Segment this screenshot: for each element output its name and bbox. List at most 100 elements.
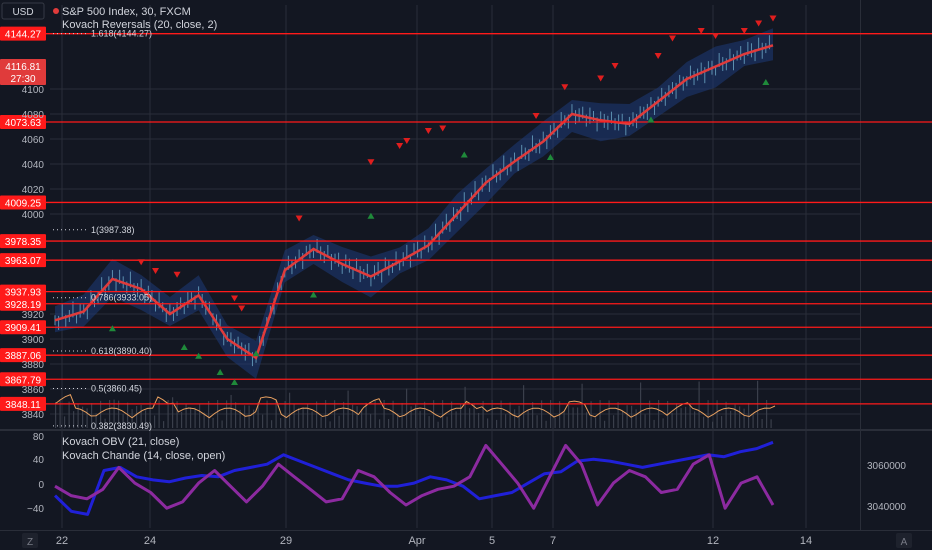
volume-bar bbox=[154, 415, 156, 428]
buy-signal-triangle bbox=[460, 151, 468, 158]
volume-bar bbox=[712, 421, 714, 428]
volume-bar bbox=[311, 411, 313, 428]
volume-bar bbox=[662, 418, 664, 428]
y-tick-label: 4100 bbox=[22, 85, 45, 96]
volume-bar bbox=[199, 403, 201, 428]
volume-bar bbox=[487, 418, 489, 428]
currency-label: USD bbox=[12, 7, 33, 18]
x-tick-label: Apr bbox=[408, 535, 425, 547]
auto-scale-button[interactable] bbox=[896, 533, 912, 548]
volume-bar bbox=[685, 406, 687, 428]
volume-bar bbox=[383, 400, 385, 428]
x-tick-label: 29 bbox=[280, 535, 292, 547]
volume-bar bbox=[770, 419, 772, 428]
volume-bar bbox=[262, 414, 264, 428]
volume-bar bbox=[410, 406, 412, 428]
buy-signal-triangle bbox=[108, 325, 116, 332]
volume-bar bbox=[698, 381, 700, 428]
level-label-box bbox=[0, 253, 46, 268]
volume-bar bbox=[127, 402, 129, 428]
lower-right-tick-label: 3040000 bbox=[867, 502, 906, 513]
level-label: 3937.93 bbox=[5, 288, 42, 299]
volume-bar bbox=[397, 413, 399, 428]
y-tick-label: 3860 bbox=[22, 385, 45, 396]
time-axis-separator bbox=[0, 530, 932, 531]
symbol-title: S&P 500 Index, 30, FXCM bbox=[62, 6, 191, 18]
obv-title: Kovach OBV (21, close) bbox=[62, 436, 179, 448]
volume-bar bbox=[293, 403, 295, 428]
level-label-box bbox=[0, 284, 46, 299]
volume-bar bbox=[716, 400, 718, 428]
x-tick-label: 7 bbox=[550, 535, 556, 547]
volume-bar bbox=[298, 407, 300, 428]
volume-bar bbox=[86, 408, 88, 428]
buy-signal-triangle bbox=[195, 352, 203, 359]
level-label-box bbox=[0, 320, 46, 335]
volume-bar bbox=[194, 407, 196, 428]
volume-bar bbox=[496, 419, 498, 428]
volume-bar bbox=[77, 404, 79, 428]
sell-signal-triangle bbox=[403, 138, 411, 144]
lower-y-tick-label: −40 bbox=[27, 504, 44, 515]
volume-bar bbox=[514, 409, 516, 428]
buy-signal-triangle bbox=[180, 344, 188, 350]
sell-signal-triangle bbox=[424, 128, 432, 134]
volume-bar bbox=[419, 410, 421, 428]
volume-bar bbox=[608, 400, 610, 428]
volume-bar bbox=[599, 400, 601, 428]
volume-bar bbox=[595, 417, 597, 428]
volume-bar bbox=[379, 419, 381, 428]
pane-separator bbox=[0, 429, 932, 431]
fib-label: 1(3987.38) bbox=[91, 225, 135, 235]
volume-bar bbox=[577, 407, 579, 428]
level-label-box bbox=[0, 348, 46, 363]
x-tick-label: 12 bbox=[707, 535, 719, 547]
sell-signal-triangle bbox=[755, 20, 763, 27]
volume-bar bbox=[253, 409, 255, 428]
volume-bar bbox=[212, 417, 214, 428]
volume-bar bbox=[518, 405, 520, 428]
volume-bar bbox=[257, 402, 259, 428]
sell-signal-triangle bbox=[152, 268, 160, 274]
volume-bar bbox=[761, 419, 763, 428]
volume-bar bbox=[613, 415, 615, 428]
volume-bar bbox=[280, 418, 282, 428]
volume-bar bbox=[307, 404, 309, 428]
volume-bar bbox=[604, 420, 606, 428]
volume-bar bbox=[131, 409, 133, 428]
level-label-box bbox=[0, 234, 46, 249]
reversal-band bbox=[55, 28, 773, 379]
level-label: 3867.79 bbox=[5, 375, 42, 386]
volume-bar bbox=[473, 403, 475, 428]
volume-bar bbox=[406, 388, 408, 428]
volume-bar bbox=[766, 400, 768, 428]
volume-bar bbox=[388, 419, 390, 428]
buy-signal-triangle bbox=[647, 116, 655, 123]
volume-bar bbox=[721, 416, 723, 428]
volume-bar bbox=[275, 400, 277, 428]
y-tick-label: 4020 bbox=[22, 185, 45, 196]
level-label: 4009.25 bbox=[5, 198, 42, 209]
volume-bar bbox=[536, 415, 538, 428]
volume-bar bbox=[739, 406, 741, 428]
volume-bar bbox=[221, 420, 223, 428]
volume-bar bbox=[140, 404, 142, 428]
volume-bar bbox=[392, 400, 394, 428]
volume-bar bbox=[365, 402, 367, 428]
level-label-box bbox=[0, 195, 46, 210]
volume-bar bbox=[658, 400, 660, 428]
volume-bar bbox=[185, 403, 187, 428]
volume-bar bbox=[217, 400, 219, 428]
volume-bar bbox=[284, 401, 286, 428]
y-tick-label: 4000 bbox=[22, 210, 45, 221]
zoom-button[interactable] bbox=[22, 533, 38, 548]
volume-bar bbox=[752, 413, 754, 428]
volume-bar bbox=[572, 407, 574, 428]
buy-signal-triangle bbox=[762, 79, 770, 85]
volume-bar bbox=[347, 390, 349, 428]
indicator-title: Kovach Reversals (20, close, 2) bbox=[62, 19, 217, 31]
chande-title: Kovach Chande (14, close, open) bbox=[62, 450, 225, 462]
x-tick-label: 5 bbox=[489, 535, 495, 547]
volume-bar bbox=[590, 401, 592, 428]
